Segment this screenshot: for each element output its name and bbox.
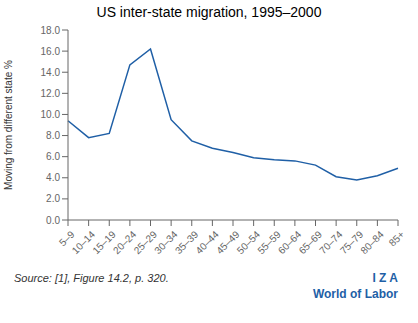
svg-text:0.0: 0.0 bbox=[46, 215, 60, 226]
svg-text:85+: 85+ bbox=[387, 229, 407, 249]
svg-text:4.0: 4.0 bbox=[46, 172, 60, 183]
svg-text:12.0: 12.0 bbox=[41, 88, 61, 99]
svg-text:16.0: 16.0 bbox=[41, 46, 61, 57]
svg-text:6.0: 6.0 bbox=[46, 151, 60, 162]
html-text:World of Labor: World of Labor bbox=[312, 287, 398, 301]
svg-text:65–69: 65–69 bbox=[296, 228, 324, 257]
html-text:Source: [1], Figure 14.2, p. 3: Source: [1], Figure 14.2, p. 320. bbox=[14, 272, 169, 284]
svg-text:15–19: 15–19 bbox=[90, 228, 118, 257]
html-text:US inter-state migration, 1995: US inter-state migration, 1995–2000 bbox=[96, 4, 322, 20]
svg-text:Moving from different state %: Moving from different state % bbox=[8, 60, 14, 190]
svg-text:75–79: 75–79 bbox=[337, 228, 366, 257]
svg-text:70–74: 70–74 bbox=[317, 228, 345, 257]
svg-text:50–54: 50–54 bbox=[234, 228, 263, 257]
svg-text:2.0: 2.0 bbox=[46, 193, 60, 204]
svg-text:30–34: 30–34 bbox=[152, 228, 180, 257]
svg-text:18.0: 18.0 bbox=[41, 25, 61, 36]
svg-text:45–49: 45–49 bbox=[214, 228, 242, 257]
svg-text:10–14: 10–14 bbox=[69, 228, 98, 257]
html-text:I Z A: I Z A bbox=[372, 271, 398, 285]
svg-text:40–44: 40–44 bbox=[193, 228, 221, 257]
svg-text:10.0: 10.0 bbox=[41, 109, 61, 120]
svg-text:80–84: 80–84 bbox=[358, 228, 386, 256]
svg-text:25–29: 25–29 bbox=[131, 228, 159, 257]
svg-text:20–24: 20–24 bbox=[110, 228, 139, 257]
svg-text:35–39: 35–39 bbox=[172, 228, 201, 257]
svg-text:5–9: 5–9 bbox=[56, 228, 77, 249]
svg-text:8.0: 8.0 bbox=[46, 130, 60, 141]
svg-text:14.0: 14.0 bbox=[41, 67, 61, 78]
svg-text:55–59: 55–59 bbox=[255, 228, 283, 257]
svg-text:60–64: 60–64 bbox=[275, 228, 304, 257]
